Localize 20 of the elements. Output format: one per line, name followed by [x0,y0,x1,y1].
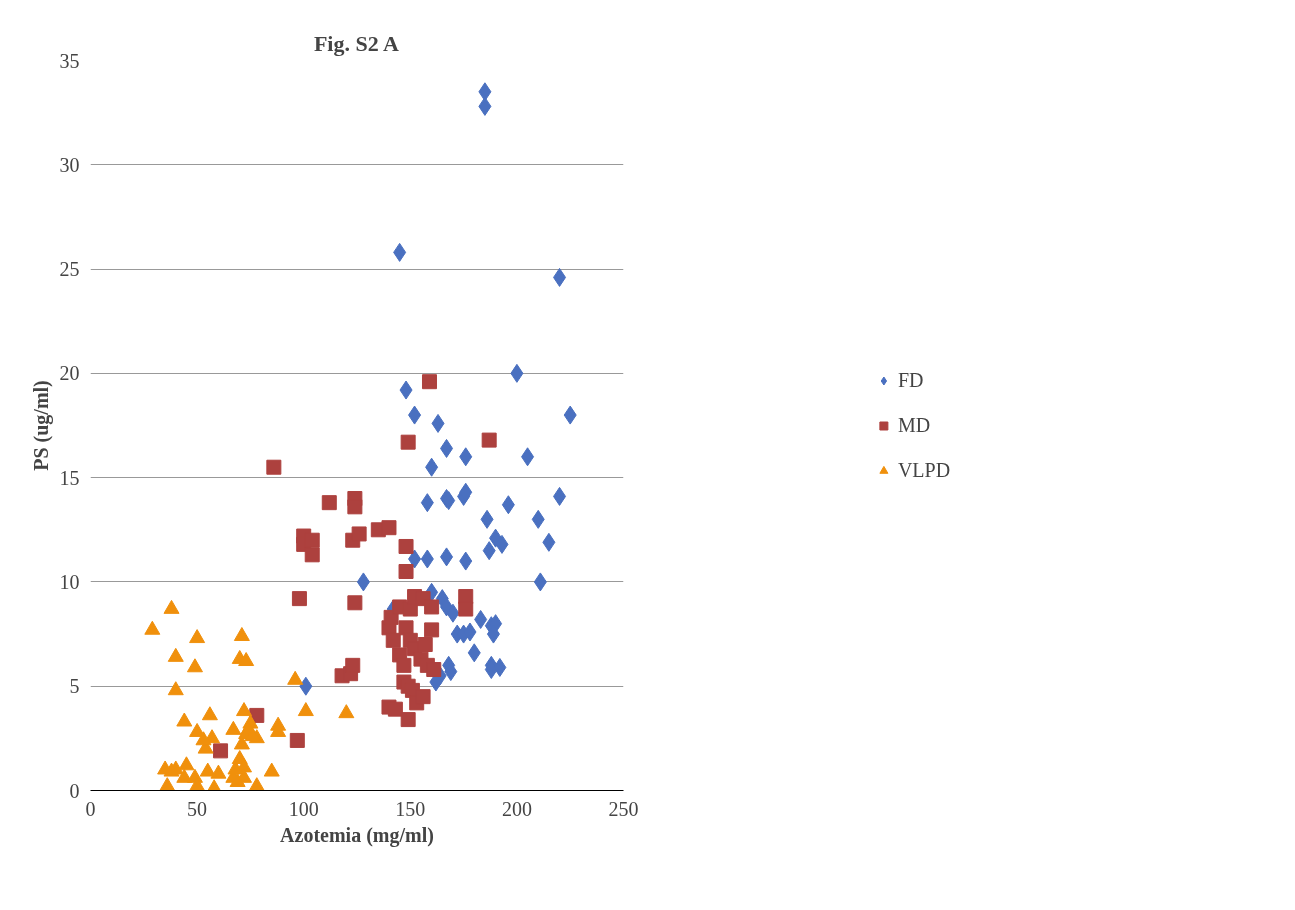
x-tick-label: 100 [288,797,319,820]
y-tick-label: 35 [59,49,80,72]
legend-label: FD [897,368,924,392]
x-tick-label: 0 [85,797,96,820]
chart-title: Fig. S2 A [313,30,399,56]
x-tick-label: 50 [187,797,208,820]
x-axis-title: Azotemia (mg/ml) [280,823,434,847]
y-tick-label: 20 [59,362,80,385]
y-tick-label: 25 [59,258,80,281]
legend-label: VLPD [897,458,951,482]
y-tick-label: 30 [59,153,80,176]
x-tick-label: 250 [608,797,639,820]
y-tick-label: 10 [59,570,80,593]
y-tick-label: 0 [69,779,80,802]
y-tick-label: 5 [69,675,80,698]
y-axis-title: PS (ug/ml) [29,380,53,471]
x-tick-label: 150 [395,797,426,820]
y-tick-label: 15 [59,466,80,489]
x-tick-label: 200 [501,797,532,820]
legend-label: MD [897,413,931,437]
